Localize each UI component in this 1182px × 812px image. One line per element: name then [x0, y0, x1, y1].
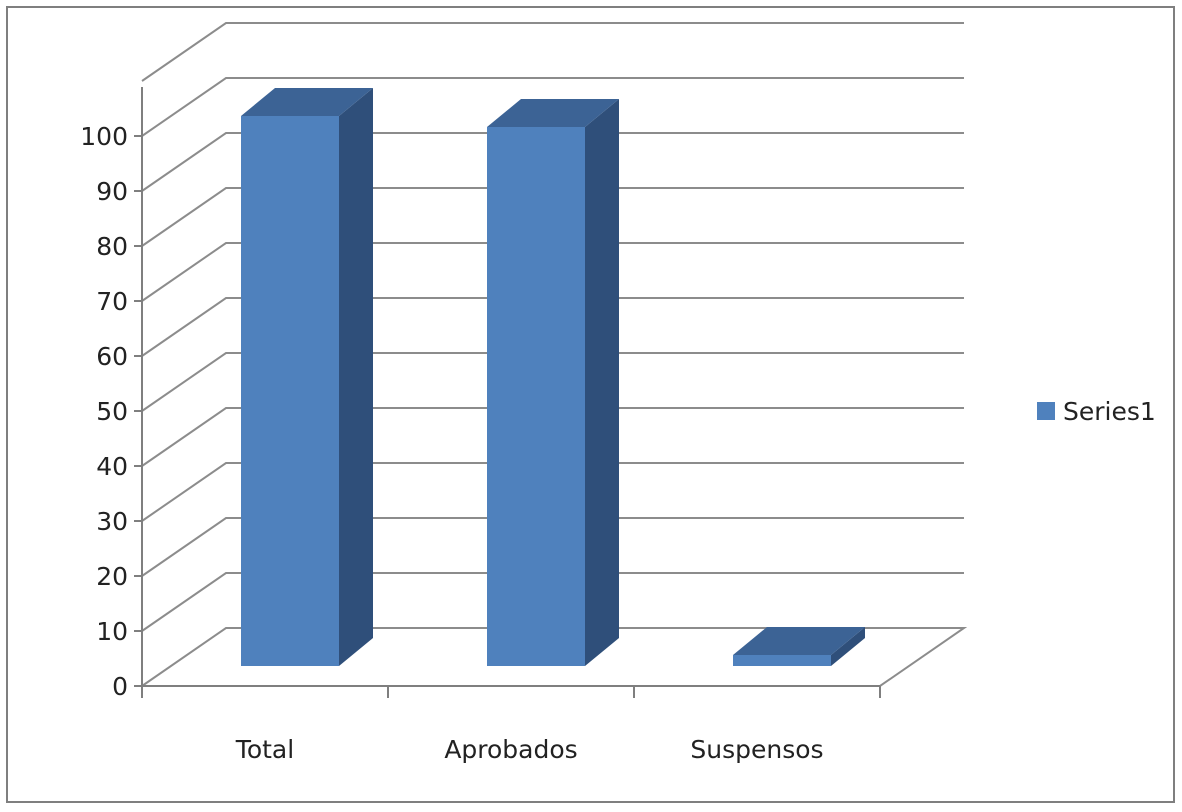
- legend-swatch: [1037, 402, 1055, 420]
- x-tick-label: Total: [235, 735, 294, 764]
- y-tick-label: 40: [96, 452, 128, 481]
- y-tick-label: 90: [96, 177, 128, 206]
- y-tick-label: 80: [96, 232, 128, 261]
- y-tick-labels: 0 10 20 30 40 50 60 70 80 90 100: [80, 122, 128, 701]
- x-tick-label: Suspensos: [690, 735, 823, 764]
- bar-total: [241, 88, 373, 666]
- gridline-110: [141, 22, 964, 82]
- y-tick-label: 60: [96, 342, 128, 371]
- gridline-60: [141, 297, 964, 357]
- gridline-90: [141, 132, 964, 192]
- x-tick-label: Aprobados: [444, 735, 577, 764]
- gridline-50: [141, 352, 964, 412]
- bar-front-face: [733, 655, 831, 666]
- legend-label-series1: Series1: [1063, 397, 1156, 426]
- gridline-30: [141, 462, 964, 522]
- y-tick-label: 100: [80, 122, 128, 151]
- gridline-70: [141, 242, 964, 302]
- y-tick-label: 20: [96, 562, 128, 591]
- y-tick-label: 10: [96, 617, 128, 646]
- bar-top-face: [241, 88, 373, 116]
- x-tick-labels: Total Aprobados Suspensos: [235, 735, 824, 764]
- bar-side-face: [585, 99, 619, 666]
- y-tick-label: 50: [96, 397, 128, 426]
- gridline-40: [141, 407, 964, 467]
- y-tick-label: 70: [96, 287, 128, 316]
- gridline-10: [141, 572, 964, 632]
- bar-front-face: [487, 127, 585, 666]
- bar-suspensos: [733, 627, 865, 666]
- bar-side-face: [339, 88, 373, 666]
- gridlines: [138, 22, 968, 687]
- legend: Series1: [1037, 397, 1156, 426]
- gridline-80: [141, 187, 964, 247]
- gridline-20: [141, 517, 964, 577]
- bar-top-face: [487, 99, 619, 127]
- bar-top-face: [733, 627, 865, 655]
- y-tick-label: 0: [112, 672, 128, 701]
- gridline-100: [141, 77, 964, 137]
- y-tick-label: 30: [96, 507, 128, 536]
- bar-front-face: [241, 116, 339, 666]
- bar-aprobados: [487, 99, 619, 666]
- bar-side-face: [831, 627, 865, 666]
- bars: [241, 88, 865, 666]
- axes: [134, 87, 881, 698]
